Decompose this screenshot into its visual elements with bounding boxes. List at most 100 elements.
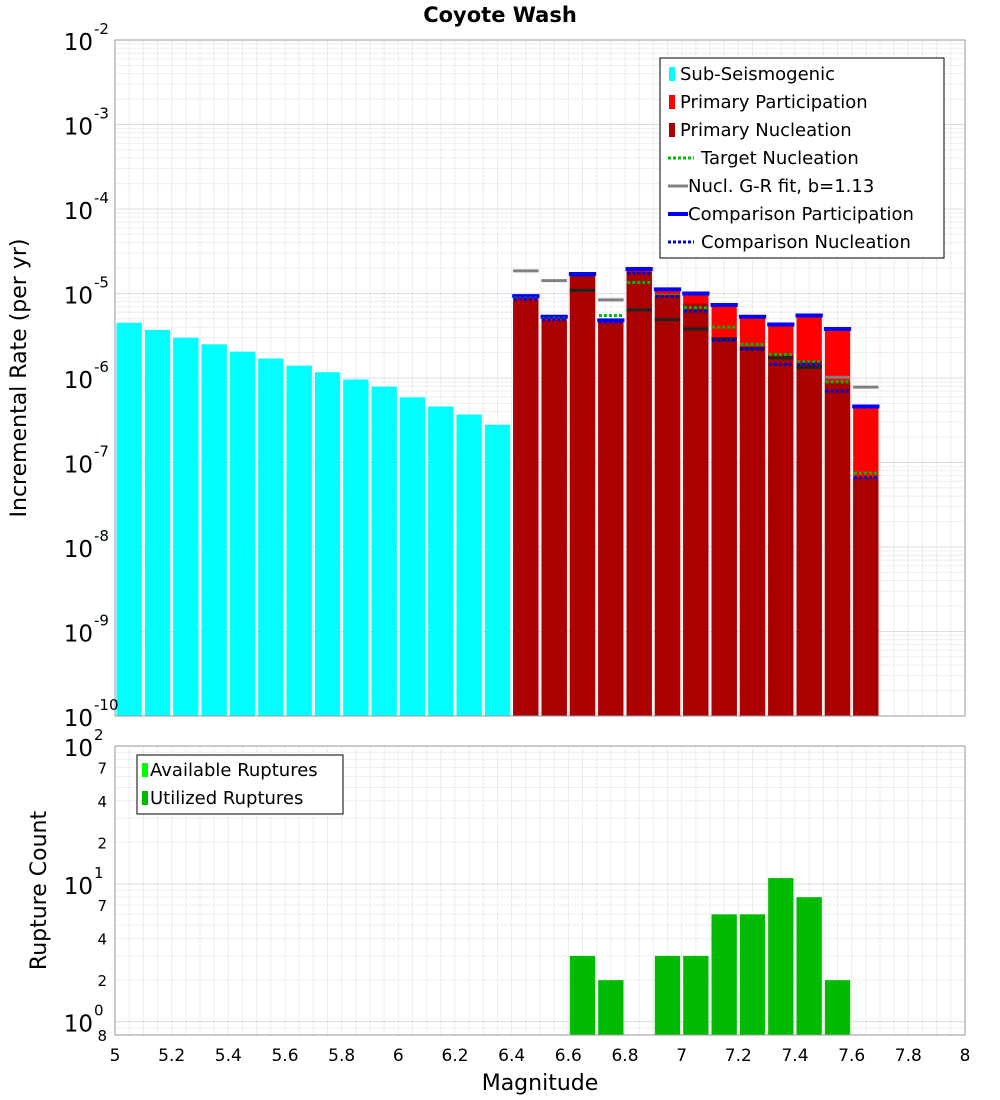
bar-sub-seismogenic [144,329,171,716]
bar-sub-seismogenic [314,372,341,716]
bar-primary-nucleation [513,299,539,716]
y-tick-exponent: -5 [94,274,109,292]
x-tick-label: 6.4 [498,1046,525,1066]
legend-item-comparison-nucleation: Comparison Nucleation [668,232,911,253]
y-tick-exponent: -8 [94,527,109,545]
x-tick-label: 7.2 [725,1046,752,1066]
y-tick-label: 101 [64,864,104,900]
bar-primary-nucleation [824,381,851,716]
bar-primary-nucleation [853,477,879,716]
bar-primary-nucleation [711,337,737,716]
count-chart-x-ticks: 5 5.2 5.4 5.6 5.8 6 6.2 6.4 6.6 6.8 7 7.2 7.4 7.6 7.8 8 [110,1046,971,1066]
bar-utilized-ruptures [768,878,794,1035]
legend-swatch [669,123,675,137]
y-tick-minor-label: 7 [97,759,107,777]
x-tick-label: 5.6 [271,1046,298,1066]
bar-primary-nucleation [598,322,624,716]
y-tick-minor-label: 4 [97,793,107,811]
bar-utilized-ruptures [569,955,596,1035]
count-chart-y-label: Rupture Count [27,811,52,971]
legend-swatch [669,95,675,109]
bar-utilized-ruptures [824,980,851,1035]
x-tick-label: 5.8 [328,1046,355,1066]
x-tick-label: 6.2 [441,1046,468,1066]
y-tick-base: 10 [64,537,93,563]
x-tick-label: 6.8 [611,1046,638,1066]
y-tick-exponent: -6 [94,358,109,376]
x-tick-label: 7.4 [781,1046,808,1066]
count-chart-legend: Available Ruptures Utilized Ruptures [136,754,344,815]
legend-label: Primary Participation [680,92,868,113]
bar-primary-nucleation [796,360,822,716]
y-tick-minor-label: 8 [97,1027,107,1045]
legend-box [659,57,945,259]
rate-chart-lines [512,266,880,480]
chart-title: Coyote Wash [423,3,577,27]
bar-primary-nucleation [768,354,794,716]
y-tick-exponent: -10 [94,696,119,714]
legend-item-primary-nucleation: Primary Nucleation [669,120,852,141]
x-tick-label: 5.2 [158,1046,185,1066]
bar-utilized-ruptures [598,980,624,1035]
rate-chart-bars [116,268,879,716]
bar-utilized-ruptures [683,955,709,1035]
legend-label: Available Ruptures [150,760,318,781]
legend-swatch [142,763,148,777]
y-tick-exponent: -3 [94,105,109,123]
bar-sub-seismogenic [229,351,256,716]
x-tick-label: 7 [676,1046,687,1066]
y-tick-label: 10-9 [64,612,109,648]
bar-sub-seismogenic [399,397,426,716]
y-tick-minor-label: 2 [97,972,107,990]
bar-primary-nucleation [739,347,766,716]
rate-chart-y-label: Incremental Rate (per yr) [7,239,32,518]
legend-item-primary-participation: Primary Participation [669,92,868,113]
y-tick-base: 10 [64,199,93,225]
y-tick-label: 10-3 [64,105,109,141]
y-tick-exponent: -9 [94,612,109,630]
legend-label: Primary Nucleation [680,120,852,141]
x-tick-label: 6 [393,1046,404,1066]
bar-primary-nucleation [569,275,596,716]
y-tick-base: 10 [64,1012,93,1038]
x-tick-label: 6.6 [555,1046,582,1066]
legend-swatch [669,67,675,81]
legend-item-utilized-ruptures: Utilized Ruptures [142,788,303,809]
y-tick-base: 10 [64,30,93,56]
y-tick-exponent: 0 [94,1002,104,1020]
legend-item-comparison-participation: Comparison Participation [668,204,914,225]
bar-sub-seismogenic [484,424,511,716]
legend-box [136,754,344,815]
x-tick-label: 5 [110,1046,121,1066]
legend-label: Nucl. G-R fit, b=1.13 [688,176,874,197]
bar-sub-seismogenic [343,379,369,716]
count-chart-bars [569,878,851,1035]
x-tick-label: 8 [960,1046,971,1066]
y-tick-minor-label: 2 [97,834,107,852]
y-tick-minor-label: 7 [97,897,107,915]
rate-chart-legend: Sub-Seismogenic Primary Participation Prim… [659,57,945,259]
bar-primary-nucleation [626,271,652,716]
legend-label: Comparison Nucleation [701,232,911,253]
y-tick-minor-label: 4 [97,931,107,949]
y-tick-exponent: 2 [94,726,104,744]
y-tick-label: 10-6 [64,358,109,394]
legend-label: Comparison Participation [688,204,914,225]
bar-sub-seismogenic [428,406,454,716]
bar-utilized-ruptures [711,914,737,1035]
bar-utilized-ruptures [739,914,766,1035]
legend-swatch [142,791,148,805]
bar-primary-nucleation [683,303,709,716]
bar-primary-nucleation [654,295,681,716]
bar-sub-seismogenic [456,414,482,716]
y-tick-base: 10 [64,736,93,762]
bar-sub-seismogenic [173,337,199,716]
y-tick-label: 10-2 [64,20,109,56]
rate-chart-grid [114,39,966,717]
y-tick-label: 10-8 [64,527,109,563]
y-tick-exponent: -2 [94,20,109,38]
